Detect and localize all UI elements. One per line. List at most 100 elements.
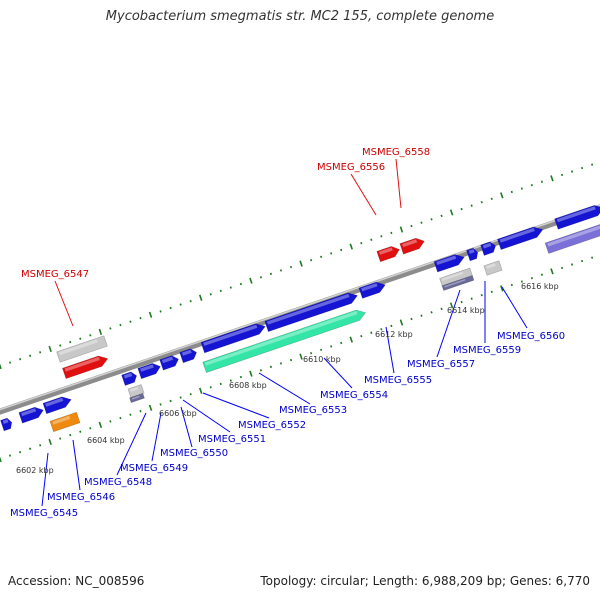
feature-grey-msmeg-6559[interactable] [483,260,503,276]
leader-msmeg-6557 [436,289,461,358]
major-tick [449,302,454,309]
leader-msmeg-6546 [72,439,81,491]
feature-grey-msmeg-6548[interactable] [127,384,145,398]
minor-tick [179,396,182,399]
minor-tick [320,348,323,352]
cds-msmeg-6551[interactable] [179,347,199,364]
minor-tick [560,173,564,177]
feature-orange-msmeg-6546[interactable] [49,411,81,433]
minor-tick [570,170,574,173]
major-tick [399,226,404,233]
leader-msmeg-6548 [116,412,147,476]
minor-tick [89,427,92,430]
feature-msmeg-6558[interactable] [399,236,426,255]
minor-tick [460,300,463,304]
minor-tick [440,214,443,218]
cds-msmeg-6555[interactable] [358,280,387,299]
minor-tick [169,399,172,403]
cds-msmeg-6546[interactable] [42,394,73,415]
minor-tick [129,413,132,416]
minor-tick [420,221,423,224]
minor-tick [109,327,112,330]
minor-tick [269,272,273,276]
minor-tick [370,331,373,334]
minor-tick [360,334,363,338]
minor-tick [279,362,283,365]
gene-label-msmeg-6549[interactable]: MSMEG_6549 [120,463,188,474]
gene-label-msmeg-6552[interactable]: MSMEG_6552 [238,420,306,431]
feature-stripe-msmeg-6557[interactable] [441,275,475,291]
minor-tick [540,180,544,183]
leader-msmeg-6553 [258,372,311,405]
gene-label-msmeg-6554[interactable]: MSMEG_6554 [320,390,388,401]
minor-tick [530,183,533,187]
gene-label-msmeg-6559[interactable]: MSMEG_6559 [453,345,521,356]
cds-msmeg-6544[interactable] [0,417,13,432]
accession-text: Accession: NC_008596 [8,574,145,588]
major-tick [299,260,303,267]
minor-tick [129,320,132,323]
cds-msmeg-6559[interactable] [480,241,498,256]
leader-msmeg-6551 [182,399,231,433]
minor-tick [560,266,564,270]
minor-tick [380,328,383,331]
gene-label-msmeg-6551[interactable]: MSMEG_6551 [198,434,266,445]
cds-msmeg-6557b[interactable] [466,247,479,262]
major-tick [249,277,253,284]
cds-msmeg-6557[interactable] [433,252,466,273]
gene-label-msmeg-6557[interactable]: MSMEG_6557 [407,359,475,370]
cds-msmeg-6561[interactable] [554,203,600,230]
gene-label-msmeg-6548[interactable]: MSMEG_6548 [84,477,152,488]
cds-msmeg-6560[interactable] [497,224,544,250]
minor-tick [259,276,263,279]
cds-msmeg-6550[interactable] [159,354,181,371]
feature-grey-msmeg-6557[interactable] [439,267,473,287]
minor-tick [239,375,242,379]
minor-tick [18,357,22,361]
gene-label-msmeg-6555[interactable]: MSMEG_6555 [364,375,432,386]
major-tick [449,209,454,216]
minor-tick [59,437,62,440]
minor-tick [229,379,232,382]
major-tick [98,421,103,428]
cds-msmeg-6552[interactable] [200,321,267,354]
major-tick [148,311,153,318]
minor-tick [530,276,533,280]
feature-purple-msmeg-6561[interactable] [544,220,600,254]
gene-label-msmeg-6560[interactable]: MSMEG_6560 [497,331,565,342]
kbp-label: 6606 kbp [159,409,197,418]
minor-tick [520,280,523,283]
feature-stripe-msmeg-6548[interactable] [129,392,145,404]
minor-tick [69,340,72,344]
minor-tick [229,286,232,289]
cds-msmeg-6548[interactable] [121,371,139,386]
gene-label-msmeg-6547[interactable]: MSMEG_6547 [21,269,89,280]
major-tick [550,268,554,275]
gene-label-msmeg-6556[interactable]: MSMEG_6556 [317,162,385,173]
minor-tick [69,433,72,437]
minor-tick [480,201,483,204]
feature-msmeg-6556[interactable] [376,244,401,263]
cds-msmeg-6553[interactable] [264,290,359,333]
minor-tick [39,351,42,354]
gene-label-msmeg-6550[interactable]: MSMEG_6550 [160,448,228,459]
cds-msmeg-6549[interactable] [137,361,162,380]
minor-tick [189,392,192,396]
cds-msmeg-6545[interactable] [18,405,45,424]
major-tick [500,285,504,292]
major-tick [249,370,253,377]
feature-grey-msmeg-6547[interactable] [56,335,108,363]
leader-msmeg-6560 [501,286,528,329]
minor-tick [340,341,343,345]
gene-label-msmeg-6545[interactable]: MSMEG_6545 [10,508,78,519]
gene-label-msmeg-6546[interactable]: MSMEG_6546 [47,492,115,503]
minor-tick [420,314,423,317]
feature-msmeg-6554[interactable] [202,307,367,373]
gene-label-msmeg-6553[interactable]: MSMEG_6553 [279,405,347,416]
minor-tick [169,306,172,310]
gene-label-msmeg-6558[interactable]: MSMEG_6558 [362,147,430,158]
feature-msmeg-6547[interactable] [62,353,109,379]
minor-tick [89,334,92,337]
minor-tick [29,354,32,357]
